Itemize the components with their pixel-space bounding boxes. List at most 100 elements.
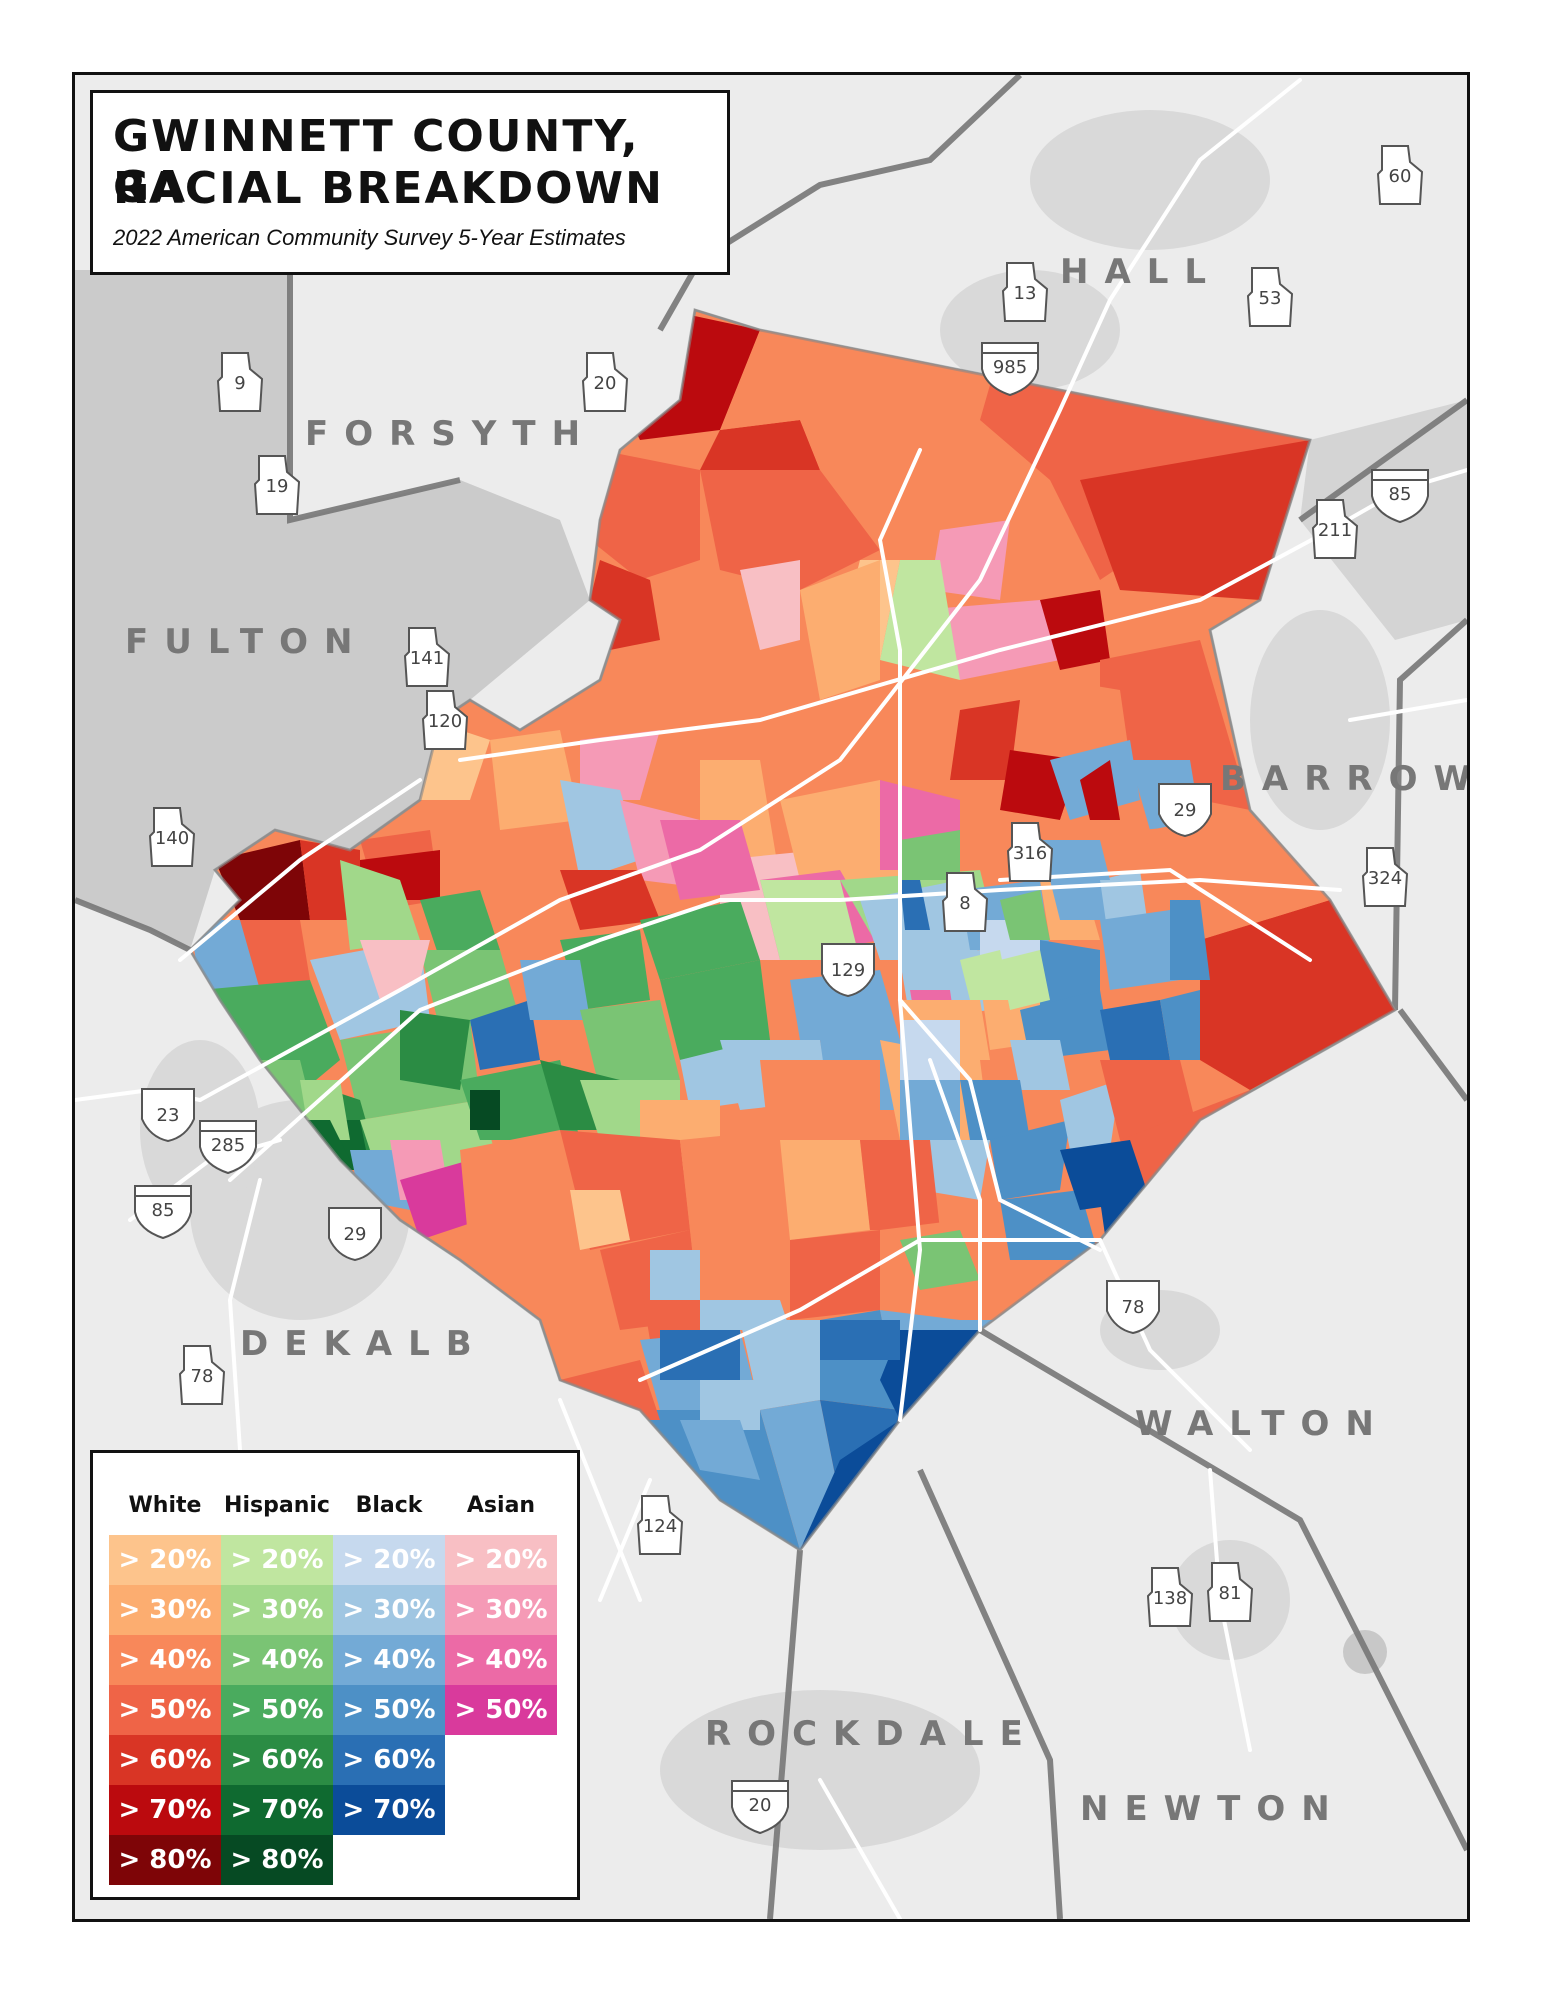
highway-shield-label: 9 — [234, 373, 245, 394]
highway-shield: 316 — [1006, 822, 1054, 882]
highway-shield: 78 — [178, 1345, 226, 1405]
tract-white-30 — [800, 560, 880, 700]
highway-shield-label: 60 — [1389, 166, 1412, 187]
tract-black-40 — [790, 970, 900, 1040]
tract-black-50 — [1160, 990, 1210, 1060]
highway-shield: 324 — [1361, 847, 1409, 907]
county-label-fulton: FULTON — [125, 622, 368, 662]
tract-hispanic-50 — [640, 900, 760, 980]
forsyth-fulton-region — [75, 270, 590, 950]
tract-white-30 — [780, 1140, 870, 1240]
tract-black-50 — [1170, 900, 1210, 980]
county-boundaries — [75, 75, 1467, 1919]
tract-asian-40 — [660, 820, 760, 900]
tract-hispanic-40 — [900, 830, 960, 880]
highway-shield: 211 — [1311, 499, 1359, 559]
legend-header-hispanic: Hispanic — [224, 1493, 330, 1518]
tract-black-30 — [700, 1300, 790, 1330]
highway-shield-label: 20 — [594, 373, 617, 394]
tract-asian-30 — [580, 730, 660, 800]
tract-black-30 — [1060, 1080, 1120, 1150]
highway-shield: 19 — [253, 455, 301, 515]
tract-black-40 — [1100, 910, 1180, 990]
legend-swatch-hispanic-3: > 40% — [221, 1635, 333, 1685]
legend-swatch-black-2: > 30% — [333, 1585, 445, 1635]
tract-black-30 — [560, 780, 640, 880]
tract-black-50 — [640, 1410, 800, 1550]
highway-shield-label: 138 — [1153, 1588, 1187, 1609]
tract-hispanic-40 — [580, 1000, 680, 1090]
tract-white-40 — [1060, 680, 1130, 760]
highway-shield: 29 — [1158, 783, 1212, 838]
highway-shield-label: 124 — [643, 1516, 677, 1537]
tract-white-30 — [490, 730, 580, 830]
tract-black-40 — [900, 1080, 960, 1140]
tract-white-50 — [590, 450, 700, 580]
tract-black-60 — [820, 1320, 900, 1360]
highway-shield-label: 78 — [1122, 1297, 1145, 1318]
map-subtitle: 2022 American Community Survey 5-Year Es… — [113, 225, 626, 250]
legend-swatch-asian-4: > 50% — [445, 1685, 557, 1735]
legend-swatch-white-1: > 20% — [109, 1535, 221, 1585]
tract-black-20 — [900, 1020, 960, 1080]
highway-shield: 285 — [199, 1120, 257, 1175]
highway-shield: 81 — [1206, 1562, 1254, 1622]
legend-swatch-white-2: > 30% — [109, 1585, 221, 1635]
gwinnett-outline — [188, 308, 1398, 1552]
tract-hispanic-60 — [400, 1010, 470, 1090]
highway-shield: 29 — [328, 1207, 382, 1262]
legend-swatch-hispanic-4: > 50% — [221, 1685, 333, 1735]
legend-swatch-hispanic-5: > 60% — [221, 1735, 333, 1785]
highway-shield-label: 8 — [959, 893, 970, 914]
county-label-dekalb: DEKALB — [240, 1324, 488, 1364]
highway-shield-label: 85 — [1389, 484, 1412, 505]
tract-black-70 — [880, 1330, 980, 1420]
legend-swatch-black-1: > 20% — [333, 1535, 445, 1585]
county-label-rockdale: ROCKDALE — [705, 1714, 1039, 1754]
highway-shield: 141 — [403, 627, 451, 687]
legend-swatch-white-6: > 70% — [109, 1785, 221, 1835]
highway-shield: 8 — [941, 872, 989, 932]
legend-swatch-hispanic-2: > 30% — [221, 1585, 333, 1635]
highway-shield-label: 29 — [1174, 800, 1197, 821]
county-label-walton: WALTON — [1135, 1404, 1390, 1444]
highway-shield-label: 985 — [993, 357, 1027, 378]
tract-hispanic-20 — [1000, 950, 1050, 1010]
highway-shield: 129 — [821, 943, 875, 998]
highway-shield-label: 129 — [831, 960, 865, 981]
tract-white-40 — [540, 1260, 620, 1360]
tract-black-30 — [650, 1250, 700, 1300]
highway-shield-label: 53 — [1259, 288, 1282, 309]
tract-white-20 — [570, 1190, 630, 1250]
tract-hispanic-50 — [420, 890, 500, 960]
legend: White > 20% > 30% > 40% > 50% > 60% > 70% > 80%… — [90, 1450, 580, 1900]
tract-white-50 — [860, 1140, 940, 1230]
legend-swatch-hispanic-6: > 70% — [221, 1785, 333, 1835]
highway-shield-label: 85 — [152, 1200, 175, 1221]
tract-hispanic-20 — [960, 950, 1010, 1000]
legend-swatch-asian-3: > 40% — [445, 1635, 557, 1685]
legend-swatch-black-4: > 50% — [333, 1685, 445, 1735]
highway-shield: 85 — [134, 1185, 192, 1240]
tract-black-40 — [520, 960, 590, 1020]
highway-shield-label: 81 — [1219, 1583, 1242, 1604]
highway-shield: 60 — [1376, 145, 1424, 205]
tract-white-50 — [790, 1230, 880, 1320]
county-label-newton: NEWTON — [1080, 1789, 1346, 1829]
legend-header-black: Black — [355, 1493, 423, 1518]
highway-shield: 53 — [1246, 267, 1294, 327]
tract-black-40 — [1050, 870, 1110, 920]
tract-asian-20 — [360, 940, 430, 1000]
highway-shield: 124 — [636, 1495, 684, 1555]
county-label-barrow: BARROW — [1220, 759, 1487, 799]
legend-header-white: White — [128, 1493, 202, 1518]
legend-swatch-white-7: > 80% — [109, 1835, 221, 1885]
legend-swatch-white-4: > 50% — [109, 1685, 221, 1735]
tract-black-70 — [1060, 1140, 1150, 1210]
tract-black-50 — [1040, 940, 1100, 1010]
legend-swatch-white-5: > 60% — [109, 1735, 221, 1785]
legend-swatch-asian-1: > 20% — [445, 1535, 557, 1585]
highway-shield-label: 120 — [428, 711, 462, 732]
tract-asian-20 — [740, 560, 800, 650]
